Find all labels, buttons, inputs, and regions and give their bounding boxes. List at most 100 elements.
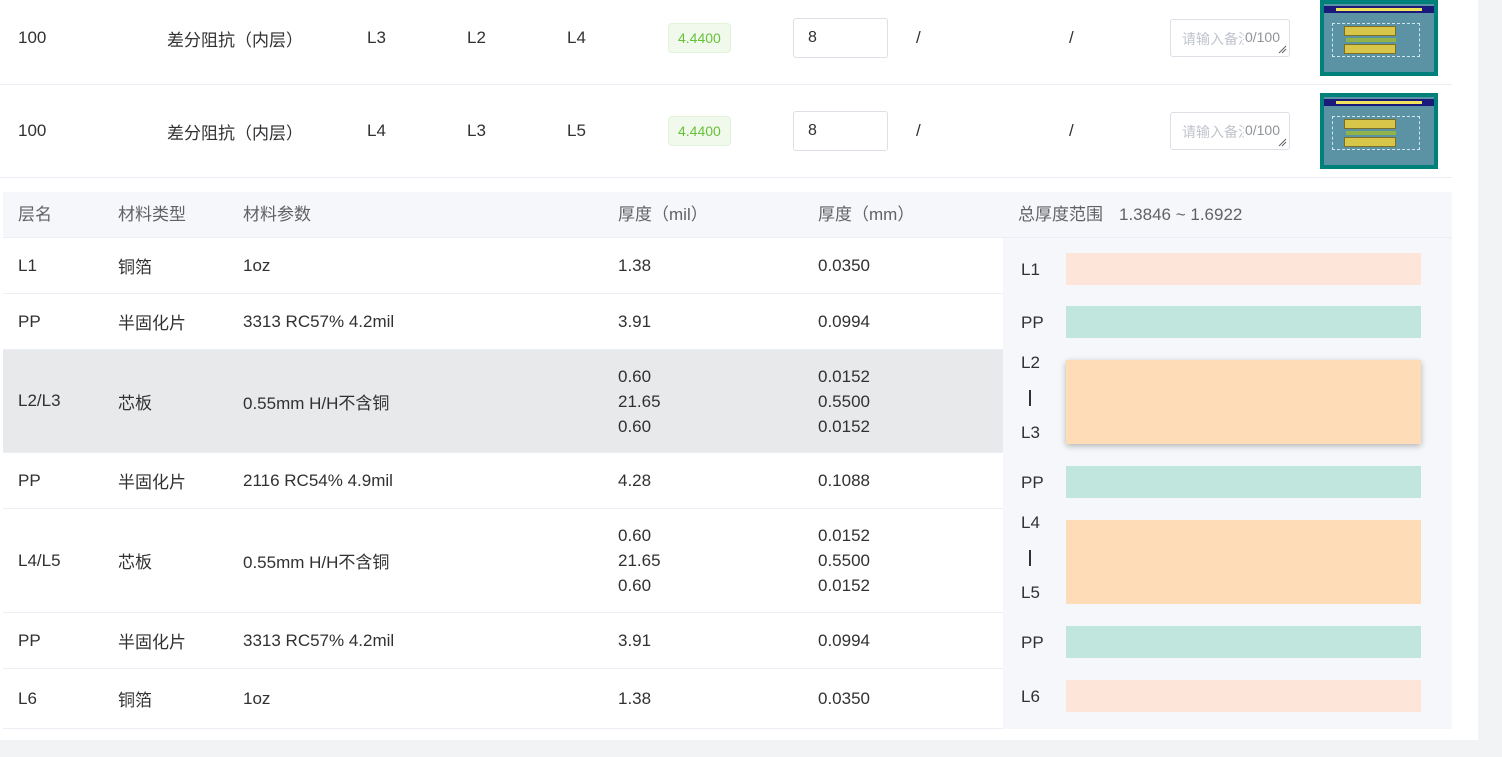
material-param: 0.55mm H/H不含铜	[243, 553, 390, 572]
thickness-mm: 0.5500	[818, 391, 870, 411]
line-width-badge: 4.4400	[668, 23, 731, 53]
stackup-row[interactable]: PP 半固化片 2116 RC54% 4.9mil 4.28 0.1088	[3, 453, 1003, 509]
header-material-type: 材料类型	[118, 205, 186, 224]
line-width-cell: 4.4400	[668, 85, 731, 177]
thickness-mil: 0.60	[618, 526, 652, 545]
thickness-mm: 0.0350	[818, 688, 870, 708]
column-a-value: /	[916, 28, 921, 47]
column-b-value: /	[1069, 28, 1074, 47]
thickness-mm: 0.0152	[818, 526, 870, 545]
thickness-mil: 3.91	[618, 311, 652, 331]
spacing-input[interactable]: 8	[793, 111, 888, 151]
layer-name: PP	[18, 470, 41, 490]
material-type: 铜箔	[118, 258, 152, 277]
spacing-input[interactable]: 8	[793, 18, 888, 58]
header-total-thickness-range: 1.3846 ~ 1.6922	[1119, 205, 1243, 224]
remark-placeholder: 请输入备注	[1182, 124, 1252, 140]
material-type: 半固化片	[118, 633, 186, 652]
column-a-value: /	[916, 121, 921, 140]
stripline-diagram-icon[interactable]	[1320, 93, 1438, 169]
thickness-mm: 0.1088	[818, 470, 870, 490]
stripline-diagram-icon[interactable]	[1320, 0, 1438, 76]
resize-grip-icon[interactable]	[1278, 138, 1287, 147]
column-b-value: /	[1069, 121, 1074, 140]
horizontal-scroll-area[interactable]	[0, 740, 1478, 757]
material-param: 0.55mm H/H不含铜	[243, 393, 390, 413]
reference-layer-1: L2	[467, 28, 486, 47]
header-thickness-mm: 厚度（mm）	[818, 205, 915, 224]
reference-layer-2: L5	[567, 121, 586, 140]
thickness-mm: 0.5500	[818, 551, 870, 570]
material-param: 1oz	[243, 255, 271, 275]
impedance-model-image[interactable]	[1320, 85, 1438, 177]
stackup-row[interactable]: L1 铜箔 1oz 1.38 0.0350	[3, 238, 1003, 294]
stackup-row[interactable]: L4/L5 芯板 0.55mm H/H不含铜 0.60 21.65 0.60 0…	[3, 509, 1003, 613]
impedance-row: 100 差分阻抗（内层） L3 L2 L4 4.4400 8 / / 请输入备注…	[0, 0, 1452, 85]
thickness-mm-list: 0.0152 0.5500 0.0152	[818, 350, 870, 452]
material-param: 1oz	[243, 688, 271, 708]
stackup-visualization: L1 PP L2 L3 PP L4 L5 PP L6	[1003, 238, 1452, 729]
viz-label-l2: L2	[1021, 353, 1040, 372]
line-width-cell: 4.4400	[668, 0, 731, 84]
header-thickness-mil: 厚度（mil）	[618, 205, 708, 224]
viz-label-l4: L4	[1021, 513, 1040, 532]
remark-textarea[interactable]: 请输入备注 0/100	[1170, 112, 1290, 150]
viz-bar-prepreg[interactable]	[1066, 626, 1421, 658]
remark-textarea[interactable]: 请输入备注 0/100	[1170, 19, 1290, 57]
material-type: 芯板	[118, 393, 152, 413]
remark-cell: 请输入备注 0/100	[1170, 85, 1290, 177]
header-total-thickness-label: 总厚度范围	[1018, 205, 1103, 224]
thickness-mil: 0.60	[618, 416, 652, 436]
material-param: 2116 RC54% 4.9mil	[243, 470, 393, 490]
reference-layer-2: L4	[567, 28, 586, 47]
viz-label-core-l4-l5: L4 L5	[1021, 513, 1051, 603]
viz-label-pp: PP	[1021, 473, 1044, 492]
viz-separator	[1029, 550, 1031, 566]
thickness-mil: 0.60	[618, 576, 652, 595]
viz-bar-prepreg[interactable]	[1066, 466, 1421, 498]
viz-label-l5: L5	[1021, 583, 1040, 602]
thickness-mm: 0.0350	[818, 255, 870, 275]
layer-name: PP	[18, 630, 41, 650]
thickness-mil: 3.91	[618, 630, 652, 650]
thickness-mil-list: 0.60 21.65 0.60	[618, 350, 661, 452]
impedance-type: 差分阻抗（内层）	[167, 30, 303, 50]
material-type: 半固化片	[118, 473, 186, 492]
spacing-cell: 8	[793, 85, 888, 177]
material-param: 3313 RC57% 4.2mil	[243, 311, 395, 331]
impedance-type: 差分阻抗（内层）	[167, 123, 303, 143]
material-type: 铜箔	[118, 691, 152, 710]
thickness-mil-list: 0.60 21.65 0.60	[618, 509, 661, 612]
material-type: 半固化片	[118, 314, 186, 333]
stackup-row-selected[interactable]: L2/L3 芯板 0.55mm H/H不含铜 0.60 21.65 0.60 0…	[3, 350, 1003, 453]
impedance-layer: L3	[367, 28, 386, 47]
viz-separator	[1029, 390, 1031, 406]
stackup-row[interactable]: PP 半固化片 3313 RC57% 4.2mil 3.91 0.0994	[3, 613, 1003, 669]
header-material-param: 材料参数	[243, 205, 311, 224]
viz-label-l3: L3	[1021, 423, 1040, 442]
resize-grip-icon[interactable]	[1278, 45, 1287, 54]
viz-bar-copper[interactable]	[1066, 680, 1421, 712]
viz-bar-prepreg[interactable]	[1066, 306, 1421, 338]
material-type: 芯板	[118, 553, 152, 572]
line-width-badge: 4.4400	[668, 116, 731, 146]
stackup-row[interactable]: PP 半固化片 3313 RC57% 4.2mil 3.91 0.0994	[3, 294, 1003, 350]
viz-label-l6: L6	[1021, 687, 1040, 706]
viz-bar-core-selected[interactable]	[1066, 360, 1421, 444]
impedance-model-image[interactable]	[1320, 0, 1438, 84]
viz-bar-core[interactable]	[1066, 520, 1421, 604]
vertical-scrollbar[interactable]	[1478, 0, 1502, 757]
thickness-mm: 0.0152	[818, 416, 870, 436]
header-layer-name: 层名	[18, 205, 52, 224]
stackup-table-header: 层名 材料类型 材料参数 厚度（mil） 厚度（mm） 总厚度范围 1.3846…	[3, 192, 1452, 238]
remark-word-count: 0/100	[1243, 122, 1280, 138]
thickness-mm: 0.0152	[818, 366, 870, 386]
viz-label-pp: PP	[1021, 313, 1044, 332]
layer-name: L2/L3	[18, 391, 61, 410]
thickness-mm: 0.0994	[818, 311, 870, 331]
viz-bar-copper[interactable]	[1066, 253, 1421, 285]
stackup-row[interactable]: L6 铜箔 1oz 1.38 0.0350	[3, 669, 1003, 729]
remark-cell: 请输入备注 0/100	[1170, 0, 1290, 84]
impedance-layer: L4	[367, 121, 386, 140]
viz-label-l1: L1	[1021, 260, 1040, 279]
